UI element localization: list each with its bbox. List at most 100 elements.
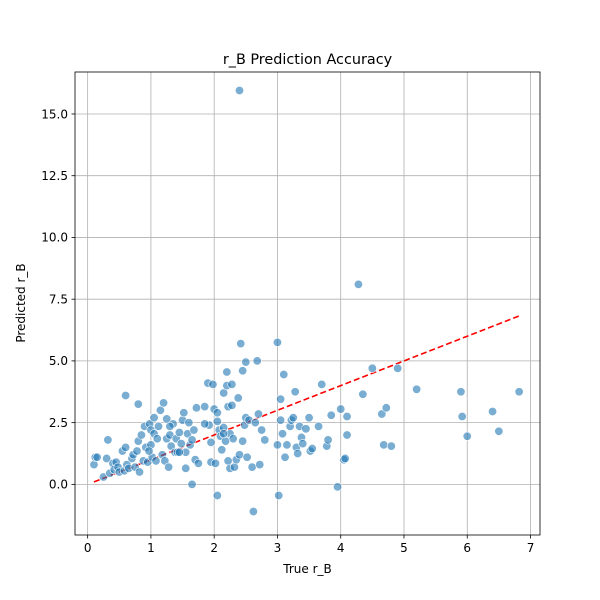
data-point [333, 482, 343, 492]
data-point [191, 403, 201, 413]
data-point [165, 421, 175, 431]
data-point [227, 379, 237, 389]
data-point [272, 440, 282, 450]
data-point [221, 436, 231, 446]
data-point [164, 462, 174, 472]
x-tick-label: 1 [147, 541, 155, 555]
data-point [248, 507, 258, 517]
data-point [210, 458, 220, 468]
data-point [155, 405, 165, 415]
data-point [336, 404, 346, 414]
data-point [227, 400, 237, 410]
data-points [89, 86, 524, 517]
data-point [234, 450, 244, 460]
data-point [159, 398, 169, 408]
y-tick-label: 2.5 [49, 416, 68, 430]
data-point [223, 456, 233, 466]
data-point [200, 402, 210, 412]
y-tick-label: 10.0 [41, 231, 68, 245]
data-point [238, 366, 248, 376]
x-tick-label: 4 [337, 541, 345, 555]
data-point [255, 460, 265, 470]
data-point [253, 409, 263, 419]
data-point [288, 413, 298, 423]
x-axis-label: True r_B [282, 562, 331, 576]
data-point [293, 449, 303, 459]
data-point [233, 393, 243, 403]
data-point [279, 369, 289, 379]
data-point [154, 421, 164, 431]
data-point [219, 429, 229, 439]
data-point [144, 446, 154, 456]
data-point [353, 279, 363, 289]
data-point [342, 430, 352, 440]
data-point [242, 452, 252, 462]
data-point [229, 462, 239, 472]
data-point [276, 394, 286, 404]
data-point [187, 435, 197, 445]
data-point [222, 367, 232, 377]
data-point [151, 456, 161, 466]
data-point [514, 387, 524, 397]
data-point [298, 439, 308, 449]
data-point [200, 419, 210, 429]
data-point [212, 408, 222, 418]
data-point [252, 356, 262, 366]
data-point [260, 435, 270, 445]
x-tick-label: 6 [463, 541, 471, 555]
data-point [278, 429, 288, 439]
data-point [317, 379, 327, 389]
x-tick-label: 7 [527, 541, 535, 555]
data-point [136, 430, 146, 440]
data-point [280, 452, 290, 462]
data-point [184, 418, 194, 428]
data-point [274, 490, 284, 500]
data-point [367, 363, 377, 373]
y-tick-label: 7.5 [49, 292, 68, 306]
data-point [386, 441, 396, 451]
data-point [149, 413, 159, 423]
chart-title: r_B Prediction Accuracy [223, 52, 393, 68]
data-point [241, 357, 251, 367]
data-point [212, 416, 222, 426]
data-point [238, 436, 248, 446]
data-point [176, 439, 186, 449]
data-point [247, 462, 257, 472]
data-point [234, 86, 244, 96]
data-point [250, 418, 260, 428]
data-point [219, 388, 229, 398]
data-point [121, 442, 131, 452]
data-point [457, 411, 467, 421]
x-tick-label: 2 [210, 541, 218, 555]
data-point [212, 490, 222, 500]
data-point [456, 387, 466, 397]
y-tick-label: 0.0 [49, 478, 68, 492]
data-point [174, 447, 184, 457]
y-tick-label: 15.0 [41, 107, 68, 121]
plot-frame [74, 71, 541, 536]
data-point [121, 390, 131, 400]
data-point [304, 413, 314, 423]
data-point [135, 467, 145, 477]
data-point [102, 453, 112, 463]
data-point [326, 410, 336, 420]
data-point [301, 424, 311, 434]
y-tick-label: 12.5 [41, 169, 68, 183]
data-point [488, 407, 498, 417]
data-point [132, 446, 142, 456]
data-point [208, 379, 218, 389]
data-point [379, 440, 389, 450]
data-point [152, 434, 162, 444]
data-point [272, 337, 282, 347]
x-tick-label: 5 [400, 541, 408, 555]
data-point [282, 440, 292, 450]
data-point [174, 428, 184, 438]
data-point [377, 409, 387, 419]
x-tick-label: 0 [84, 541, 92, 555]
x-axis-ticks: 0 1 2 3 4 5 6 7 [84, 535, 534, 555]
y-axis-ticks: 0.0 2.5 5.0 7.5 10.0 12.5 15.0 [41, 107, 75, 492]
data-point [187, 479, 197, 489]
x-tick-label: 3 [274, 541, 282, 555]
